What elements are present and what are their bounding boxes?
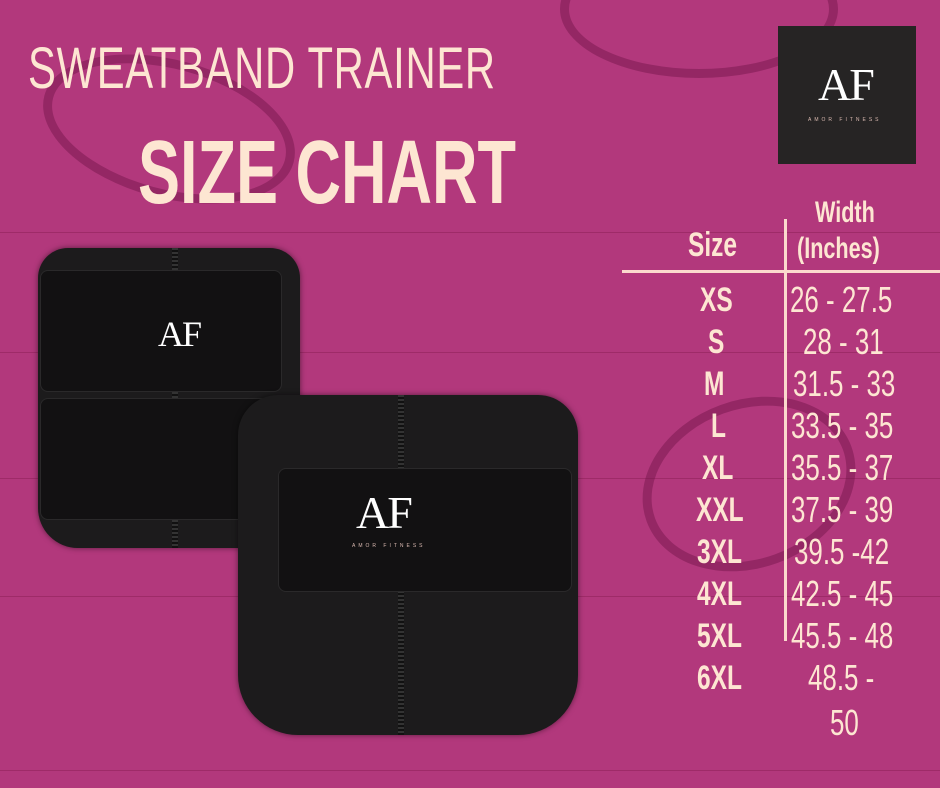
size-cell: M [704, 365, 725, 403]
size-cell: S [708, 323, 725, 361]
header-width-unit: (Inches) [797, 232, 880, 265]
size-cell: XL [702, 449, 734, 487]
trainer-logo-front: AF [356, 487, 413, 538]
logo-monogram: AF [818, 59, 875, 110]
trainer-logo-back: AF [158, 314, 202, 354]
size-cell: L [711, 407, 726, 445]
width-cell: 26 - 27.5 [790, 279, 893, 320]
column-divider [784, 219, 787, 641]
title-line1: SWEATBAND TRAINER [28, 36, 496, 101]
size-cell: XS [700, 281, 733, 319]
trainer-brand-front: AMOR FITNESS [352, 543, 426, 549]
header-width: Width [815, 196, 875, 229]
width-cell: 28 - 31 [803, 321, 884, 362]
size-cell: 3XL [697, 533, 742, 571]
width-cell-continued: 50 [830, 702, 859, 743]
width-cell: 35.5 - 37 [791, 447, 894, 488]
logo-brand: AMOR FITNESS [808, 117, 882, 123]
width-cell: 45.5 - 48 [791, 615, 894, 656]
size-cell: XXL [696, 491, 744, 529]
title-line2: SIZE CHART [138, 123, 516, 223]
width-cell: 31.5 - 33 [793, 363, 896, 404]
width-cell: 37.5 - 39 [791, 489, 894, 530]
width-cell: 33.5 - 35 [791, 405, 894, 446]
width-cell: 42.5 - 45 [791, 573, 894, 614]
size-cell: 4XL [697, 575, 742, 613]
width-cell: 48.5 - [808, 657, 875, 698]
header-size: Size [688, 226, 737, 264]
size-cell: 5XL [697, 617, 742, 655]
size-cell: 6XL [697, 659, 742, 697]
width-cell: 39.5 -42 [794, 531, 890, 572]
brand-logo: AF AMOR FITNESS [778, 26, 916, 164]
header-divider [622, 270, 940, 273]
